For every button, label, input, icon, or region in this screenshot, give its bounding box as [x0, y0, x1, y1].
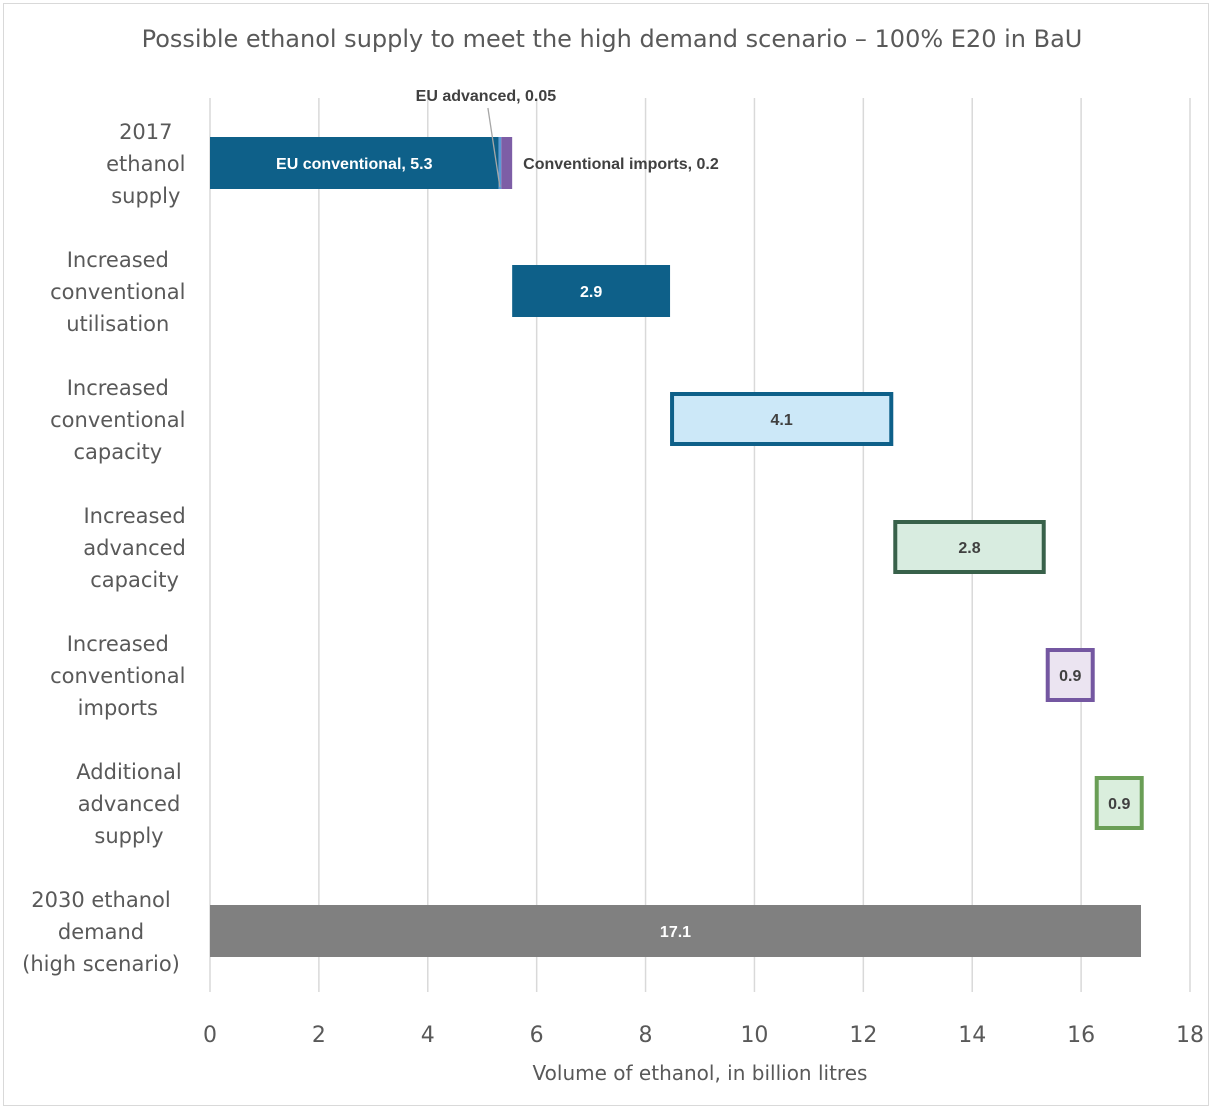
data-label-6: 0.9 — [1059, 668, 1081, 685]
x-tick-label-2: 2 — [312, 1023, 326, 1048]
category-labels: 2017 ethanol supply Increased conventional ut… — [22, 120, 186, 976]
bar-segment-2 — [501, 137, 513, 189]
x-tick-label-10: 10 — [740, 1023, 768, 1048]
bar-segment-3 — [512, 265, 671, 317]
category-label-3: Increased advanced capacity — [83, 504, 186, 592]
category-label-1: Increased conventional utilisation — [50, 248, 185, 336]
x-tick-label-4: 4 — [421, 1023, 435, 1048]
total-data-label: 17.1 — [660, 924, 691, 941]
chart-title: Possible ethanol supply to meet the high… — [142, 25, 1083, 53]
data-label-7: 0.9 — [1108, 796, 1130, 813]
x-tick-label-8: 8 — [639, 1023, 653, 1048]
data-label-2: Conventional imports, 0.2 — [523, 156, 719, 173]
category-label-5: Additional advanced supply — [76, 760, 181, 848]
category-label-6: 2030 ethanol demand (high scenario) — [22, 888, 180, 976]
x-tick-label-0: 0 — [203, 1023, 217, 1048]
bar-segment-5 — [893, 520, 1046, 574]
data-labels: EU conventional, 5.3 EU advanced, 0.05 Con… — [276, 88, 1130, 941]
bar-segment-0 — [210, 137, 499, 189]
x-tick-label-6: 6 — [530, 1023, 544, 1048]
bar-segment-4 — [670, 392, 894, 446]
x-tick-label-18: 18 — [1176, 1023, 1204, 1048]
category-label-4: Increased conventional imports — [50, 632, 185, 720]
bar-segment-6 — [1045, 648, 1095, 702]
gridlines — [209, 98, 1191, 992]
x-axis-ticks: 0 2 4 6 8 10 12 14 16 18 — [203, 1023, 1204, 1048]
bar-segment-1 — [498, 137, 502, 189]
category-label-2: Increased conventional capacity — [50, 376, 185, 464]
bar-segment-7 — [1094, 776, 1144, 830]
data-label-5: 2.8 — [958, 540, 980, 557]
data-label-3: 2.9 — [580, 284, 602, 301]
x-tick-label-16: 16 — [1067, 1023, 1095, 1048]
data-label-1: EU advanced, 0.05 — [416, 88, 557, 105]
callout-leader-line — [487, 107, 501, 188]
x-tick-label-14: 14 — [958, 1023, 986, 1048]
x-axis-label: Volume of ethanol, in billion litres — [533, 1061, 868, 1085]
x-tick-label-12: 12 — [849, 1023, 877, 1048]
data-label-0: EU conventional, 5.3 — [276, 156, 433, 173]
data-label-4: 4.1 — [771, 412, 793, 429]
chart-frame — [3, 3, 1209, 1106]
category-label-0: 2017 ethanol supply — [106, 120, 185, 208]
total-bar — [210, 905, 1141, 957]
bars — [210, 137, 1144, 957]
